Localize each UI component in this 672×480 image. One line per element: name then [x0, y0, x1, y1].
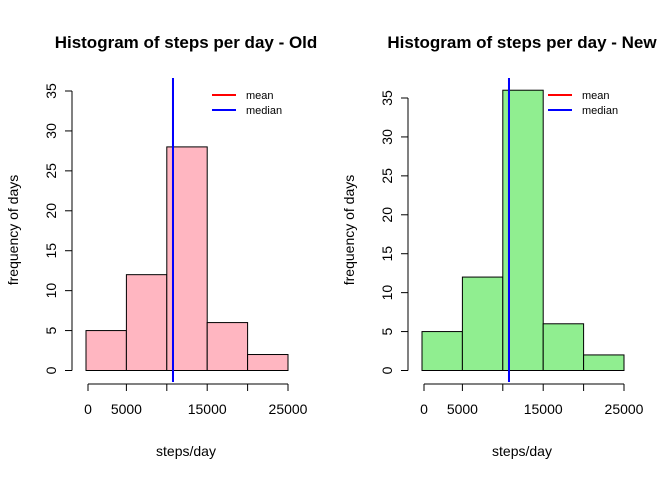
y-tick-label: 30	[43, 123, 59, 139]
histogram-bar	[542, 323, 585, 371]
histogram-bar	[247, 354, 289, 371]
y-tick-label: 35	[43, 83, 59, 99]
legend-label-median: median	[246, 105, 282, 117]
legend: mean median	[212, 90, 282, 117]
histogram-bar	[421, 331, 463, 372]
y-tick-label: 15	[379, 246, 395, 262]
plot-area: 0 5 10 15 20 25 30 35 0 5000 15000 25000 mean median	[379, 78, 644, 417]
y-axis-label: frequency of days	[341, 175, 357, 286]
y-tick-label: 0	[43, 366, 59, 374]
y-tick-label: 25	[379, 168, 395, 184]
y-tick-label: 30	[379, 129, 395, 145]
y-tick-label: 15	[43, 243, 59, 259]
histogram-bar	[583, 354, 625, 371]
legend-label-mean: mean	[246, 90, 274, 102]
x-tick-label: 15000	[188, 401, 227, 417]
y-tick-label: 0	[379, 366, 395, 374]
y-tick-label: 20	[379, 207, 395, 223]
histogram-bar	[85, 330, 127, 372]
y-tick-label: 10	[43, 283, 59, 299]
legend: mean median	[548, 90, 618, 117]
x-tick-label: 0	[420, 401, 428, 417]
chart-title: Histogram of steps per day - New	[387, 33, 657, 52]
histogram-bar	[125, 274, 168, 371]
histogram-panel-new: Histogram of steps per day - New steps/d…	[341, 33, 657, 459]
histogram-bar	[461, 276, 504, 372]
x-tick-label: 15000	[524, 401, 563, 417]
y-tick-label: 35	[379, 90, 395, 106]
legend-label-median: median	[582, 105, 618, 117]
chart-title: Histogram of steps per day - Old	[55, 33, 318, 52]
y-tick-label: 5	[379, 327, 395, 335]
histogram-bar	[206, 322, 249, 372]
y-tick-label: 25	[43, 163, 59, 179]
x-tick-label: 5000	[447, 401, 478, 417]
legend-label-mean: mean	[582, 90, 610, 102]
y-tick-label: 5	[43, 326, 59, 334]
x-tick-label: 25000	[605, 401, 644, 417]
x-tick-label: 5000	[111, 401, 142, 417]
y-axis-label: frequency of days	[5, 175, 21, 286]
x-tick-label: 25000	[269, 401, 308, 417]
x-tick-label: 0	[84, 401, 92, 417]
y-tick-label: 20	[43, 203, 59, 219]
y-tick-label: 10	[379, 285, 395, 301]
x-axis-label: steps/day	[492, 443, 552, 459]
histogram-panel-old: Histogram of steps per day - Old steps/d…	[5, 33, 317, 459]
x-axis-label: steps/day	[156, 443, 216, 459]
plot-area: 0 5 10 15 20 25 30 35 0 5000 15000 25000 mean median	[43, 78, 308, 417]
